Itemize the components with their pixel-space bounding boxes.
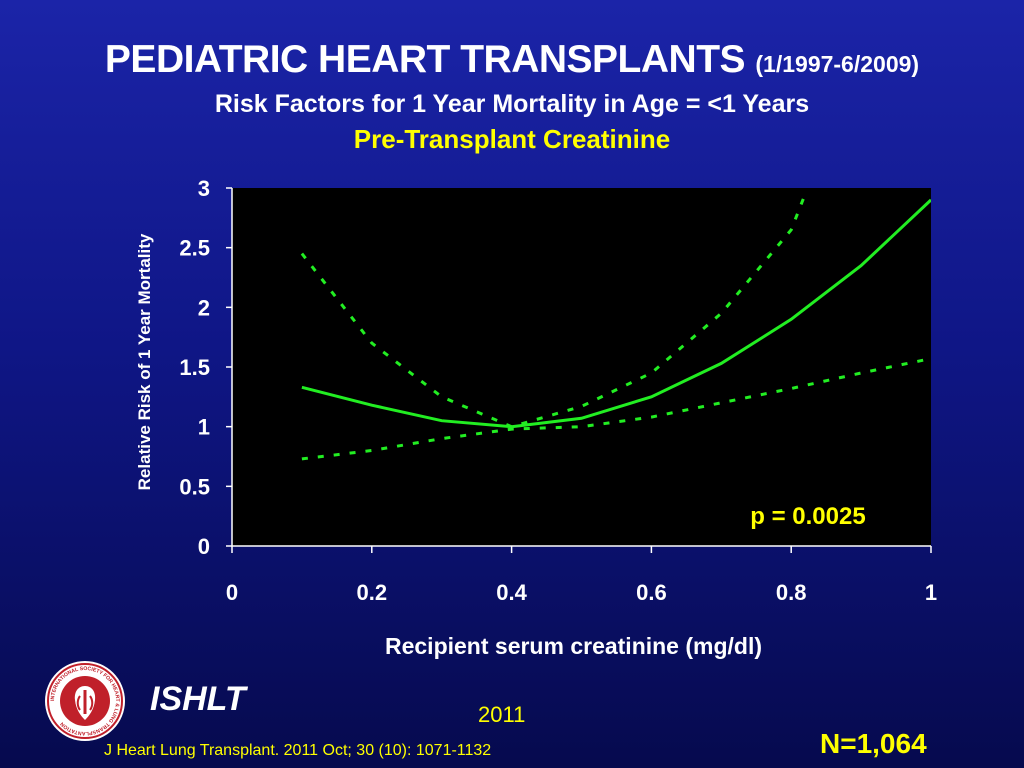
plot-area [232,188,931,546]
x-tick-label: 0.8 [776,580,807,605]
page-subtitle: Risk Factors for 1 Year Mortality in Age… [214,90,810,118]
citation-text: J Heart Lung Transplant. 2011 Oct; 30 (1… [104,742,492,759]
title-date-range: (1/1997-6/2009) [755,51,920,77]
page-title: PEDIATRIC HEART TRANSPLANTS (1/1997-6/20… [0,38,1024,82]
brand-label: ISHLT [150,680,246,718]
heart-lung-icon: INTERNATIONAL SOCIETY FOR HEART & LUNG T… [45,661,125,741]
ishlt-logo: INTERNATIONAL SOCIETY FOR HEART & LUNG T… [44,660,126,742]
x-tick-label: 0.2 [357,580,388,605]
x-tick-label: 0.4 [496,580,527,605]
y-tick-label: 2.5 [179,236,210,261]
x-tick-label: 0 [226,580,238,605]
y-tick-label: 1 [198,415,210,440]
sample-size-label: N=1,064 [820,728,927,759]
relative-risk-line [301,198,931,429]
confidence-bound-line [301,357,931,461]
y-tick-label: 2 [198,295,210,320]
y-tick-label: 0 [198,534,210,559]
page-subtitle-2: Pre-Transplant Creatinine [353,124,671,154]
y-tick-label: 3 [198,176,210,201]
y-tick-label: 0.5 [179,474,210,499]
x-axis-title: Recipient serum creatinine (mg/dl) [385,633,762,659]
title-text: PEDIATRIC HEART TRANSPLANTS [104,38,746,81]
x-tick-label: 1 [925,580,937,605]
year-label: 2011 [478,702,526,727]
y-tick-label: 1.5 [179,355,210,380]
x-tick-label: 0.6 [636,580,667,605]
confidence-bound-line [300,193,807,429]
y-axis-title: Relative Risk of 1 Year Mortality [135,233,154,490]
p-value-annotation: p = 0.0025 [750,503,865,530]
